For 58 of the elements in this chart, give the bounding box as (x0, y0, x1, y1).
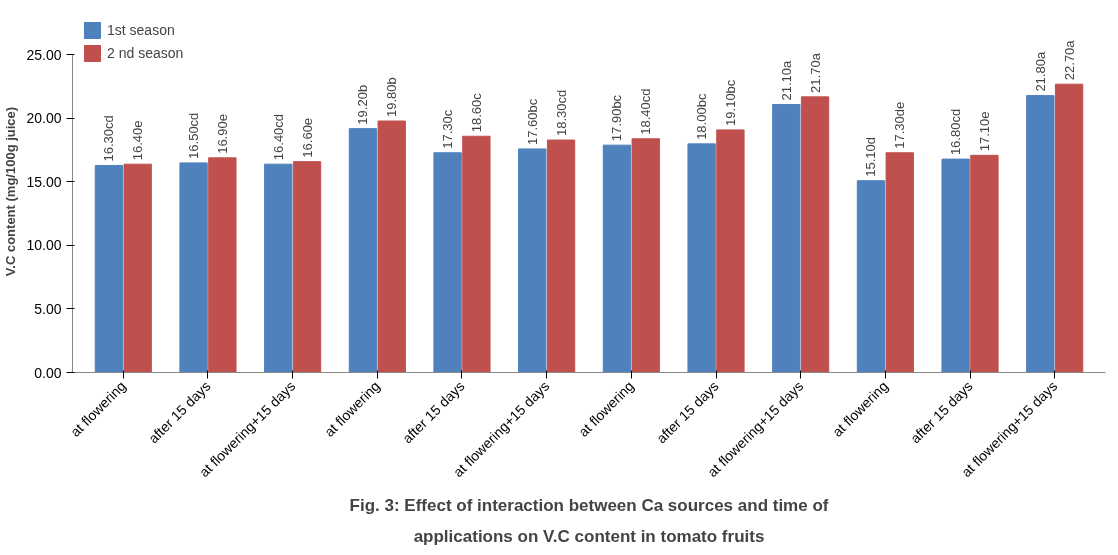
data-label: 16.60e (299, 117, 315, 158)
bar (1026, 95, 1055, 373)
data-label: 16.40e (130, 120, 146, 161)
data-label: 16.50cd (186, 112, 202, 159)
legend-label: 2 nd season (107, 45, 184, 61)
bar (292, 161, 322, 373)
bar (546, 139, 576, 373)
bar (123, 163, 152, 373)
bar (433, 152, 462, 373)
bar (377, 120, 406, 373)
data-label: 18.60c (468, 92, 484, 133)
y-tick-label: 5.00 (34, 300, 62, 317)
data-label: 16.90e (214, 114, 230, 154)
data-label: 18.30cd (553, 89, 569, 137)
bar (518, 148, 547, 373)
bar (856, 180, 886, 373)
bar (970, 154, 999, 373)
data-label: 21.10a (778, 59, 794, 101)
data-label: 18.40cd (638, 88, 654, 135)
bar (1054, 83, 1084, 373)
bar (348, 128, 378, 373)
y-tick-label: 0.00 (34, 364, 62, 381)
bar (179, 162, 208, 373)
data-label: 17.60bc (524, 98, 540, 145)
y-tick-label: 15.00 (26, 173, 62, 190)
bar (631, 138, 660, 373)
data-label: 16.30cd (101, 115, 117, 162)
data-label: 21.70a (807, 52, 823, 93)
data-label: 19.80b (384, 77, 400, 118)
data-label: 17.30de (892, 101, 908, 149)
data-label: 15.10d (863, 136, 879, 177)
y-tick-label: 25.00 (26, 46, 62, 63)
data-label: 17.10e (976, 111, 992, 152)
y-tick-label: 20.00 (26, 110, 62, 127)
data-label: 22.70a (1061, 39, 1077, 81)
bar (687, 143, 716, 373)
y-axis-title: V.C content (mg/100g juice) (3, 106, 19, 277)
text: Fig. 3: Effect of interaction between Ca sources and time of applications on V.C content in tomato fruits (349, 495, 829, 546)
bar (602, 144, 632, 373)
data-label: 16.80cd (948, 108, 964, 156)
data-label: 17.90bc (609, 94, 625, 142)
bar (885, 152, 914, 373)
data-label: 18.00bc (694, 93, 710, 140)
bar (941, 158, 970, 373)
legend-label: 1st season (107, 22, 175, 38)
data-label: 16.40cd (270, 113, 286, 161)
data-label: 21.80a (1032, 51, 1048, 92)
bar (462, 135, 491, 373)
bar (264, 163, 293, 373)
data-label: 19.20b (355, 84, 371, 125)
bar (800, 96, 830, 373)
bar (94, 164, 124, 373)
y-tick-label: 10.00 (26, 237, 62, 254)
data-label: 19.10bc (722, 79, 738, 126)
bar (208, 157, 237, 373)
bar (716, 129, 745, 373)
bar (772, 103, 801, 373)
data-label: 17.30c (440, 109, 456, 149)
